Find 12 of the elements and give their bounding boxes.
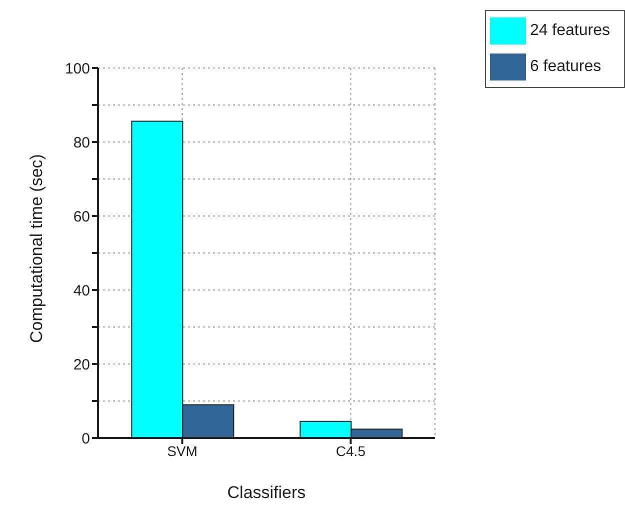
y-tick-label: 100 [64, 60, 90, 78]
y-tick-label: 0 [82, 430, 90, 448]
y-axis-title: Computational time (sec) [27, 154, 46, 343]
y-tick-label: 80 [73, 134, 90, 152]
y-tick-label: 40 [73, 282, 90, 300]
x-tick-label: SVM [167, 442, 198, 459]
y-tick-label: 20 [73, 356, 90, 374]
x-tick-label: C4.5 [336, 442, 366, 459]
x-axis-title: Classifiers [227, 483, 306, 502]
y-tick-label: 60 [73, 208, 90, 226]
legend-label: 6 features [530, 58, 602, 76]
legend-label: 24 features [530, 22, 610, 40]
